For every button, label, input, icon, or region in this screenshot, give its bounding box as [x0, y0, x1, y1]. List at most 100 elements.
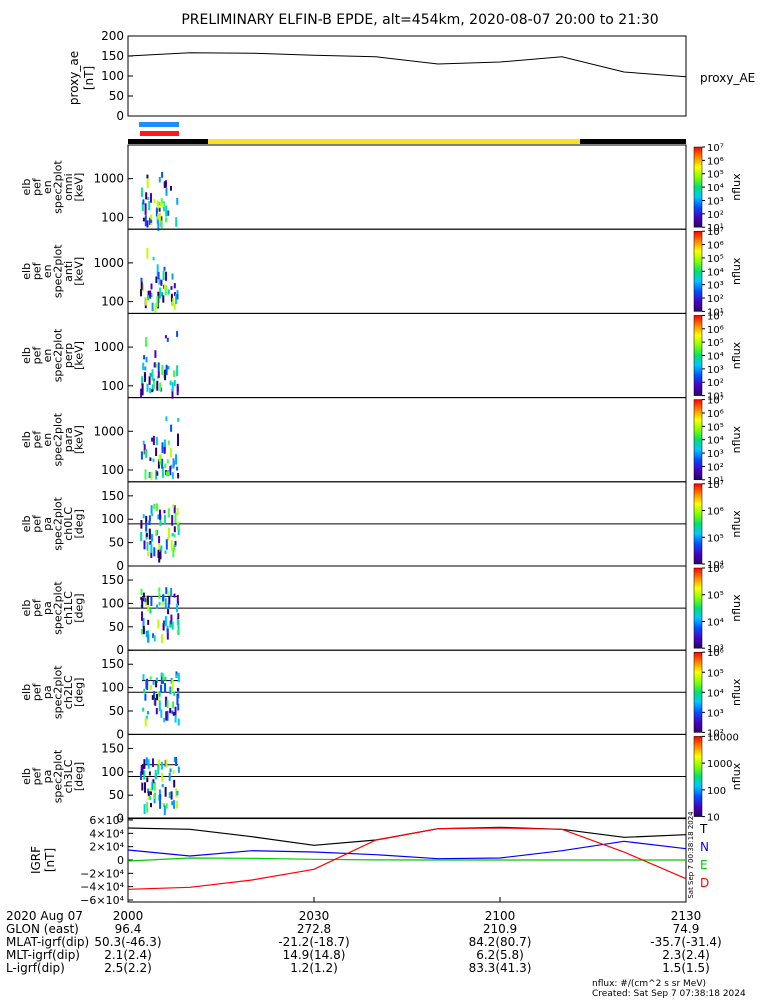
colorbar-tick-label: 10⁴	[707, 352, 724, 363]
spectrogram-cell	[165, 587, 168, 594]
colorbar-tick-label: 10⁴	[707, 436, 724, 447]
spectrogram-cell	[164, 598, 167, 610]
colorbar	[693, 483, 703, 565]
spectrogram-cell	[173, 505, 176, 514]
spectrogram-cell	[173, 283, 176, 289]
footer-row-value: 2130	[671, 909, 702, 923]
spectrogram-cell	[155, 681, 158, 688]
panel-ylabel: elb	[20, 684, 33, 701]
spectrogram-cell	[150, 283, 153, 290]
spectrogram-cell	[177, 613, 180, 620]
spectrogram-cell	[177, 624, 180, 635]
panel-ytick-label: 0	[116, 559, 124, 573]
spectrogram-cell	[155, 276, 158, 283]
spectrogram-cell	[174, 543, 177, 547]
spectrogram-cell	[142, 707, 145, 712]
spectrogram-cell	[157, 213, 160, 220]
spectrogram-cell	[145, 757, 148, 764]
spectrogram-cell	[177, 703, 180, 711]
panel-ylabel: elb	[20, 515, 33, 532]
panel-ylabel: elb	[20, 431, 33, 448]
spectrogram-cell	[145, 715, 148, 720]
colorbar-tick-label: 10⁴	[707, 267, 724, 278]
spectrogram-cell	[145, 337, 148, 347]
spectrogram-cell	[140, 629, 143, 635]
colorbar-tick-label: 10⁶	[707, 241, 724, 252]
spectrogram-cell	[158, 700, 161, 712]
spectrogram-cell	[152, 779, 155, 784]
spectrogram-cell	[171, 382, 174, 392]
spectrogram-cell	[177, 433, 179, 444]
spectrogram-cell	[148, 201, 151, 211]
spectrogram-cell	[160, 545, 163, 551]
spectrogram-cell	[158, 789, 161, 795]
spectrogram-cell	[156, 604, 159, 609]
spectrogram-cell	[153, 691, 156, 699]
spectrogram-cell	[165, 539, 168, 550]
spectrogram-cell	[146, 680, 149, 691]
panel-ylabel: [deg]	[73, 593, 86, 622]
spectrogram-cell	[170, 186, 172, 191]
footer-row-value: -35.7(-31.4)	[650, 935, 721, 949]
panel-ylabel: ch1LC	[62, 591, 75, 625]
panel-ylabel: spec2plot	[52, 244, 65, 298]
proxy-ae-panel: 200 150 100 50 0 proxy_ae [nT] proxy_AE	[67, 29, 755, 123]
spectrogram-cells	[140, 331, 179, 399]
spectrogram-cell	[149, 541, 152, 545]
spectrogram-cell	[169, 708, 172, 714]
spectrogram-cell	[177, 526, 180, 530]
spectrogram-cell	[158, 587, 161, 592]
spectrogram-cell	[158, 454, 161, 462]
spectrogram-cell	[148, 376, 151, 385]
footer-row-label: 2020 Aug 07	[6, 909, 83, 923]
igrf-line-N	[127, 840, 687, 860]
footer-row-label: MLT-igrf(dip)	[6, 948, 80, 962]
spectrogram-cell	[171, 515, 174, 526]
spectrogram-cell	[147, 791, 150, 796]
spectrogram-cell	[150, 292, 153, 297]
spectrogram-cell	[174, 512, 177, 524]
panel-ylabel: elb	[20, 179, 33, 196]
spectrogram-cell	[169, 768, 172, 773]
spectrogram-cell	[177, 672, 180, 683]
spectrogram-cells	[140, 587, 180, 644]
panel-ytick-label: 50	[109, 704, 124, 718]
spectrogram-cell	[148, 795, 151, 800]
colorbar-tick-label: 10⁶	[707, 156, 724, 167]
spectrogram-cell	[147, 795, 150, 800]
spectrogram-cell	[176, 630, 179, 634]
panel-ylabel: [deg]	[73, 509, 86, 538]
spectrogram-cell	[175, 758, 178, 766]
spectrogram-cell	[144, 693, 147, 701]
panel-ylabel: elb	[20, 600, 33, 617]
igrf-ytick-label: 4×10⁴	[89, 827, 124, 840]
spectrogram-cell	[160, 220, 163, 230]
spectrogram-cell	[163, 805, 166, 816]
spectrogram-cell	[147, 788, 150, 794]
spectrogram-cell	[172, 547, 175, 558]
spectrogram-cell	[151, 534, 153, 542]
spectrogram-cell	[143, 372, 146, 382]
spectrogram-cell	[168, 772, 171, 781]
spectrogram-cell	[173, 593, 176, 598]
panel-ytick-label: 50	[109, 620, 124, 634]
spectrogram-cell	[145, 515, 148, 525]
spectrogram-cell	[162, 270, 165, 280]
spectrogram-cell	[141, 201, 144, 211]
spectrogram-cell	[163, 620, 165, 625]
colorbar	[693, 651, 703, 733]
igrf-legend-T: T	[699, 822, 708, 836]
panel-axes	[127, 397, 687, 483]
spectrogram-cell	[160, 675, 163, 684]
spectrogram-cell	[170, 286, 173, 290]
footer-row-value: 272.8	[297, 922, 331, 936]
colorbar-tick-label: 10⁵	[707, 254, 724, 265]
panel-ylabel: pa	[41, 770, 54, 784]
spectrogram-cell	[173, 691, 176, 696]
spectrogram-cell	[157, 514, 160, 520]
colorbar-tick-label: 10²	[707, 378, 724, 389]
spectrogram-cell	[148, 515, 151, 522]
